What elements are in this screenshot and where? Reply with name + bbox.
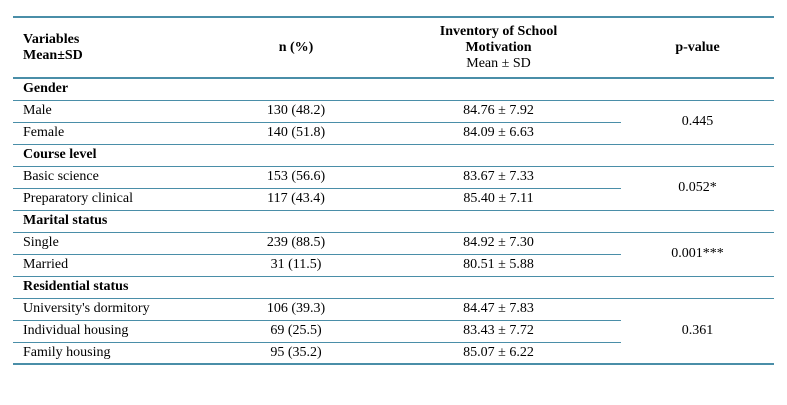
row-label: Married	[13, 253, 216, 276]
table-row: Basic science 153 (56.6) 83.67 ± 7.33 0.…	[13, 165, 774, 210]
table-body: Gender Male 130 (48.2) 84.76 ± 7.92 0.44…	[13, 78, 774, 365]
row-label: Male	[13, 99, 216, 122]
row-label: University's dormitory	[13, 297, 216, 320]
group-row: Course level	[13, 143, 774, 166]
header-p-value: p-value	[621, 16, 774, 79]
row-mean-sd: 80.51 ± 5.88	[376, 253, 621, 276]
table-row: Female 140 (51.8) 84.09 ± 6.63	[13, 121, 774, 144]
row-mean-sd: 84.76 ± 7.92	[376, 99, 621, 122]
group-title: Marital status	[13, 209, 774, 232]
group-row: Residential status	[13, 275, 774, 298]
header-motivation-line2: Motivation	[465, 39, 532, 55]
header-motivation: Inventory of School Motivation Mean ± SD	[376, 16, 621, 79]
table-row: Individual housing 69 (25.5) 83.43 ± 7.7…	[13, 319, 774, 342]
row-label: Basic science	[13, 165, 216, 188]
group-title: Residential status	[13, 275, 774, 298]
header-variables: Variables Mean±SD	[13, 16, 216, 79]
row-label: Preparatory clinical	[13, 187, 216, 210]
row-label: Family housing	[13, 341, 216, 365]
results-table: Variables Mean±SD n (%) Inventory of Sch…	[13, 16, 774, 365]
group-row: Marital status	[13, 209, 774, 232]
row-n: 130 (48.2)	[216, 99, 376, 122]
group-title: Gender	[23, 81, 69, 97]
header-row: Variables Mean±SD n (%) Inventory of Sch…	[13, 16, 774, 79]
header-motivation-line3: Mean ± SD	[466, 55, 531, 71]
table-row: University's dormitory 106 (39.3) 84.47 …	[13, 297, 774, 365]
row-label: Female	[13, 121, 216, 144]
table-row: Single 239 (88.5) 84.92 ± 7.30 0.001***	[13, 231, 774, 276]
row-n: 106 (39.3)	[216, 297, 376, 320]
row-n: 31 (11.5)	[216, 253, 376, 276]
group-p-value: 0.361	[621, 297, 774, 365]
group-p-value: 0.445	[621, 99, 774, 144]
group-row: Gender	[13, 78, 774, 100]
header-variables-line1: Variables	[23, 31, 80, 47]
header-motivation-line1: Inventory of School	[439, 23, 558, 39]
row-mean-sd: 85.40 ± 7.11	[376, 187, 621, 210]
row-mean-sd: 85.07 ± 6.22	[376, 341, 621, 365]
row-n: 117 (43.4)	[216, 187, 376, 210]
row-n: 95 (35.2)	[216, 341, 376, 365]
row-n: 69 (25.5)	[216, 319, 376, 342]
row-mean-sd: 83.67 ± 7.33	[376, 165, 621, 188]
group-p-value: 0.001***	[621, 231, 774, 276]
table-row: Married 31 (11.5) 80.51 ± 5.88	[13, 253, 774, 276]
row-n: 140 (51.8)	[216, 121, 376, 144]
table-header: Variables Mean±SD n (%) Inventory of Sch…	[13, 16, 774, 79]
header-n-percent: n (%)	[216, 16, 376, 79]
row-mean-sd: 83.43 ± 7.72	[376, 319, 621, 342]
row-mean-sd: 84.47 ± 7.83	[376, 297, 621, 320]
row-label: Individual housing	[13, 319, 216, 342]
table-row: Male 130 (48.2) 84.76 ± 7.92 0.445	[13, 99, 774, 144]
row-mean-sd: 84.92 ± 7.30	[376, 231, 621, 254]
header-variables-line2: Mean±SD	[23, 47, 83, 63]
row-label: Single	[13, 231, 216, 254]
table-row: Family housing 95 (35.2) 85.07 ± 6.22	[13, 341, 774, 365]
row-n: 153 (56.6)	[216, 165, 376, 188]
row-mean-sd: 84.09 ± 6.63	[376, 121, 621, 144]
row-n: 239 (88.5)	[216, 231, 376, 254]
table-row: Preparatory clinical 117 (43.4) 85.40 ± …	[13, 187, 774, 210]
group-p-value: 0.052*	[621, 165, 774, 210]
group-title: Course level	[13, 143, 774, 166]
